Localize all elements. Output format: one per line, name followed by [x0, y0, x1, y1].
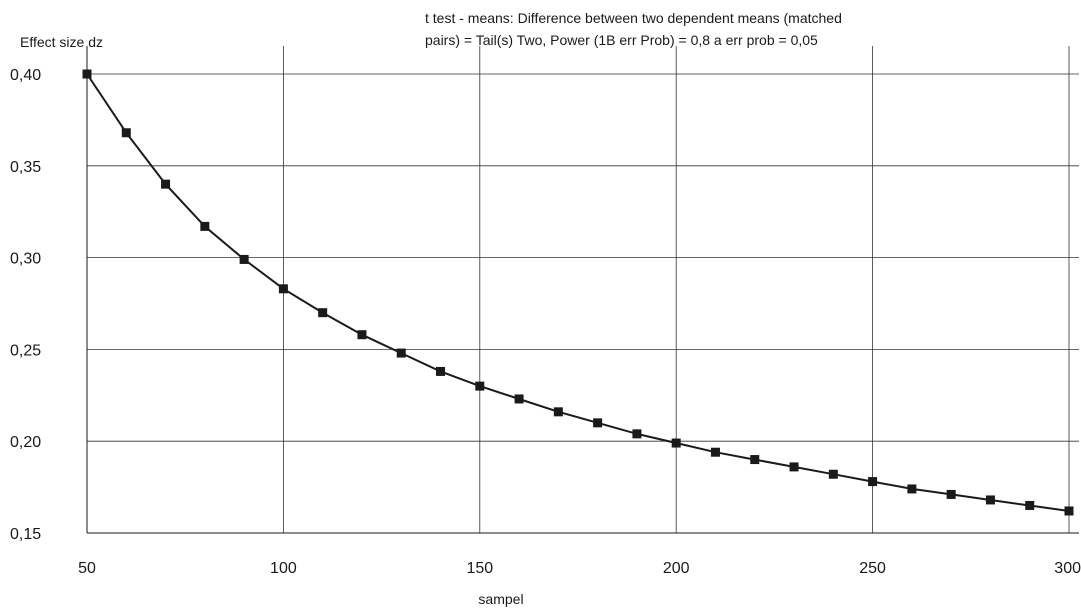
axes: 0,15 0,20 0,25 0,30 0,35 0,40 50 100 150 200 250 30… — [10, 46, 1081, 577]
data-point — [553, 407, 563, 417]
data-point — [671, 438, 681, 448]
y-tick-label: 0,20 — [10, 434, 41, 451]
data-point — [200, 221, 210, 231]
data-point — [1064, 506, 1074, 516]
grid — [87, 46, 1079, 533]
data-point — [436, 366, 446, 376]
data-point — [868, 477, 878, 487]
data-point — [161, 179, 171, 189]
y-tick-label: 0,35 — [10, 159, 41, 176]
data-point — [632, 429, 642, 439]
y-tick-label: 0,15 — [10, 526, 41, 543]
chart-title-line-1: t test - means: Difference between two d… — [425, 10, 842, 26]
y-tick-label: 0,40 — [10, 67, 41, 84]
x-tick-label: 300 — [1054, 560, 1081, 577]
y-axis-label: Effect size dz — [20, 34, 103, 50]
x-tick-label: 150 — [466, 560, 493, 577]
data-point — [710, 447, 720, 457]
data-point — [357, 330, 367, 340]
y-tick-label: 0,25 — [10, 342, 41, 359]
data-point — [318, 308, 328, 318]
data-point — [828, 469, 838, 479]
data-point — [121, 128, 131, 138]
data-point — [82, 69, 92, 79]
data-point — [789, 462, 799, 472]
data-point — [514, 394, 524, 404]
x-tick-label: 50 — [78, 560, 96, 577]
x-axis-label: sampel — [478, 591, 523, 607]
y-tick-label: 0,30 — [10, 251, 41, 268]
chart-title-line-2: pairs) = Tail(s) Two, Power (1B err Prob… — [425, 32, 818, 48]
data-point — [907, 484, 917, 494]
x-tick-label: 200 — [663, 560, 690, 577]
data-point — [750, 455, 760, 465]
data-point — [239, 254, 249, 264]
data-point — [278, 284, 288, 294]
data-point — [475, 381, 485, 391]
data-point — [593, 418, 603, 428]
labels: Effect size dz sampel t test - means: Di… — [20, 10, 842, 607]
data-point — [985, 495, 995, 505]
series — [82, 69, 1074, 516]
series-line — [86, 73, 1070, 512]
data-point — [1025, 500, 1035, 510]
data-point — [396, 348, 406, 358]
x-tick-label: 100 — [270, 560, 297, 577]
x-tick-label: 250 — [859, 560, 886, 577]
data-point — [946, 489, 956, 499]
